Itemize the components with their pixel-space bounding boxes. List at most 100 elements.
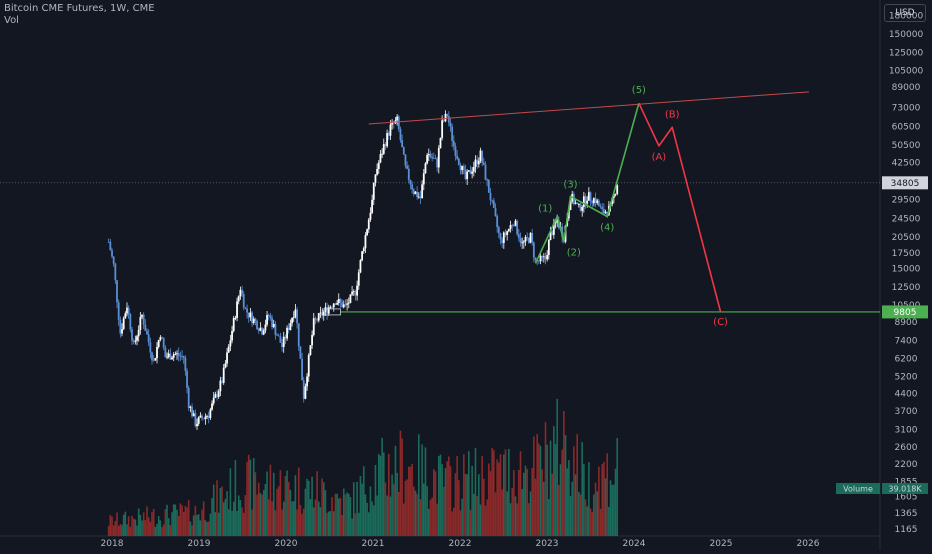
- volume-bar: [109, 515, 112, 536]
- candle-body: [422, 173, 425, 185]
- candle-body: [401, 140, 404, 148]
- volume-bar: [191, 525, 193, 536]
- volume-bar: [561, 449, 563, 536]
- candle-body: [342, 304, 345, 308]
- candle-body: [126, 307, 128, 314]
- volume-bar: [249, 459, 252, 536]
- volume-bar: [553, 426, 555, 536]
- candle-body: [254, 318, 257, 322]
- candle-body: [217, 391, 220, 397]
- volume-bar: [244, 495, 247, 536]
- candle-body: [172, 354, 175, 358]
- candle-body: [367, 219, 370, 230]
- volume-bar: [319, 507, 322, 536]
- volume-bar: [394, 445, 397, 536]
- candle-body: [599, 206, 602, 208]
- volume-bar: [516, 503, 518, 536]
- volume-bar: [387, 453, 390, 536]
- candle-body: [579, 204, 582, 211]
- volume-bar: [407, 466, 410, 536]
- candle-body: [601, 207, 604, 210]
- volume-bar: [601, 464, 604, 536]
- volume-bar: [236, 510, 238, 536]
- candle-body: [507, 228, 510, 232]
- candle-body: [127, 307, 130, 315]
- candle-body: [506, 231, 509, 235]
- candle-body: [527, 237, 530, 243]
- candle-body: [311, 335, 313, 346]
- candle-body: [257, 329, 260, 331]
- candle-body: [387, 132, 390, 136]
- volume-bar: [379, 455, 382, 536]
- candle-body: [289, 323, 292, 331]
- support-price-tag: [882, 305, 928, 319]
- candle-body: [281, 342, 283, 347]
- candle-body: [516, 220, 519, 235]
- volume-bar: [422, 483, 425, 536]
- volume-bar: [391, 474, 393, 536]
- candle-body: [439, 137, 442, 149]
- candle-body: [179, 355, 182, 357]
- candle-body: [529, 232, 532, 243]
- y-axis: 180000 150000 125000 105000 89000 73000 60500 5…: [889, 11, 924, 535]
- candle-body: [206, 416, 208, 417]
- candle-body: [447, 116, 450, 123]
- candle-body: [437, 148, 440, 168]
- candle-body: [416, 191, 419, 198]
- volume-indicator-title[interactable]: Vol: [4, 15, 19, 26]
- candle-body: [282, 336, 285, 347]
- volume-bar: [576, 434, 578, 536]
- volume-bar: [144, 520, 147, 536]
- volume-bar: [336, 493, 338, 536]
- candle-body: [317, 313, 320, 321]
- candle-body: [301, 358, 303, 381]
- candle-body: [379, 154, 382, 163]
- x-tick-label: 2019: [188, 539, 211, 549]
- volume-bar: [369, 486, 372, 536]
- volume-bar: [608, 506, 610, 536]
- volume-bar: [411, 463, 413, 536]
- volume-bar: [523, 472, 525, 536]
- candle-body: [442, 120, 445, 122]
- candle-body: [309, 345, 312, 355]
- volume-bar: [292, 501, 295, 536]
- candle-body: [479, 150, 482, 161]
- volume-bar: [409, 466, 412, 536]
- candle-body: [429, 153, 432, 157]
- candle-body: [139, 317, 142, 330]
- candle-body: [434, 158, 437, 160]
- candle-body: [137, 329, 140, 337]
- volume-bar: [134, 519, 137, 536]
- candle-body: [424, 163, 427, 174]
- candle-body: [427, 153, 430, 156]
- volume-bar: [466, 474, 468, 536]
- volume-bar: [563, 411, 565, 536]
- candle-body: [576, 202, 579, 205]
- volume-bar: [416, 493, 418, 536]
- candle-body: [109, 241, 112, 251]
- candle-body: [436, 158, 439, 168]
- candle-body: [191, 406, 193, 417]
- volume-bar: [499, 454, 502, 536]
- symbol-title[interactable]: Bitcoin CME Futures, 1W, CME: [4, 3, 155, 14]
- candle-body: [186, 370, 188, 388]
- candle-body: [174, 354, 177, 355]
- volume-bar: [221, 486, 223, 536]
- volume-bar: [548, 499, 550, 536]
- volume-bar: [367, 512, 370, 536]
- volume-bar: [232, 501, 235, 536]
- candle-body: [371, 199, 374, 213]
- candle-body: [414, 191, 417, 195]
- impulse-wave-path: [534, 102, 640, 264]
- candle-body: [596, 200, 599, 203]
- candle-body: [272, 323, 275, 328]
- volume-bar: [159, 520, 162, 536]
- candle-body: [587, 192, 590, 201]
- candle-body: [277, 335, 280, 337]
- currency-button[interactable]: USD: [884, 4, 926, 22]
- volume-bar: [461, 498, 463, 536]
- candle-body: [484, 164, 487, 180]
- volume-bar: [551, 473, 553, 536]
